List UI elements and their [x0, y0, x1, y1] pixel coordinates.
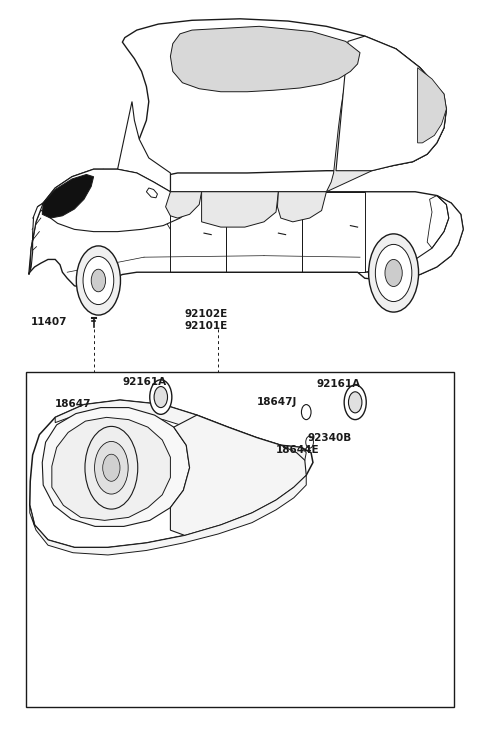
- Text: 92102E: 92102E: [185, 309, 228, 320]
- Polygon shape: [202, 192, 278, 227]
- Polygon shape: [326, 45, 446, 192]
- Circle shape: [154, 387, 168, 408]
- Text: 92101E: 92101E: [185, 321, 228, 332]
- Circle shape: [95, 441, 128, 494]
- Polygon shape: [29, 169, 463, 288]
- Text: 92161A: 92161A: [317, 378, 361, 389]
- Polygon shape: [336, 36, 446, 171]
- Polygon shape: [52, 417, 170, 520]
- Polygon shape: [42, 174, 94, 218]
- Polygon shape: [42, 408, 190, 526]
- Text: 18647: 18647: [55, 399, 92, 409]
- Polygon shape: [30, 203, 43, 272]
- Circle shape: [150, 380, 172, 414]
- Circle shape: [76, 246, 120, 315]
- Circle shape: [369, 234, 419, 312]
- Circle shape: [306, 436, 313, 448]
- Circle shape: [375, 244, 412, 302]
- Text: 18644E: 18644E: [276, 444, 320, 455]
- Polygon shape: [55, 400, 306, 465]
- Polygon shape: [118, 19, 446, 192]
- Polygon shape: [418, 68, 446, 143]
- Circle shape: [344, 385, 366, 420]
- Circle shape: [301, 405, 311, 420]
- Polygon shape: [30, 400, 313, 547]
- Circle shape: [85, 426, 138, 509]
- Polygon shape: [166, 192, 202, 218]
- Circle shape: [103, 454, 120, 481]
- Circle shape: [348, 392, 362, 413]
- Polygon shape: [170, 26, 360, 92]
- Circle shape: [91, 269, 106, 292]
- Polygon shape: [146, 188, 157, 198]
- Polygon shape: [118, 102, 170, 192]
- Polygon shape: [170, 415, 306, 535]
- Circle shape: [83, 256, 114, 305]
- Polygon shape: [365, 196, 463, 280]
- Text: 92161A: 92161A: [122, 377, 167, 387]
- Circle shape: [385, 259, 402, 287]
- Text: 92340B: 92340B: [307, 432, 351, 443]
- Polygon shape: [37, 169, 202, 232]
- Polygon shape: [277, 192, 326, 222]
- Polygon shape: [30, 475, 306, 555]
- Text: 11407: 11407: [31, 317, 68, 327]
- Text: 18647J: 18647J: [257, 397, 297, 408]
- Bar: [26, 372, 454, 707]
